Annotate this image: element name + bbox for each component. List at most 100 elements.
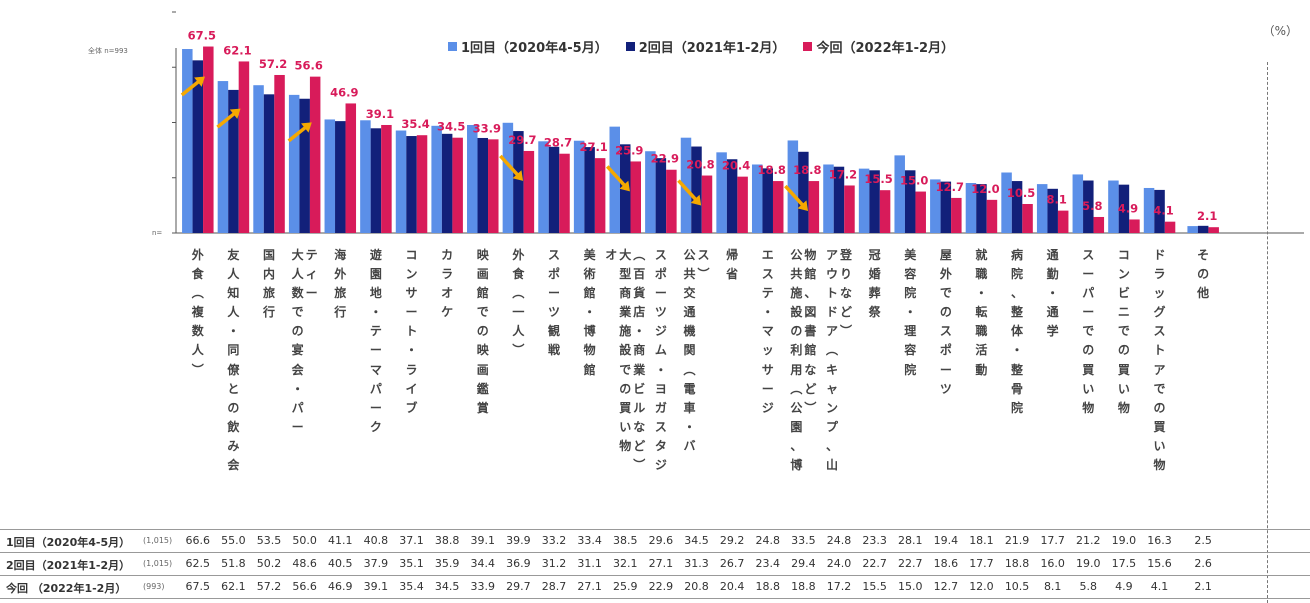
data-label: 67.5 [188,29,216,43]
table-cell: 22.7 [897,557,923,570]
bar-first [894,155,905,233]
table-cell: 53.5 [256,534,282,547]
bar-first [751,164,763,233]
category-label: 物 館 、 図 書 館 な ど ︶ 公 共 施 設 の 利 用 ︵ 公 園 、 博 [781,246,825,475]
category-label-text: 外 食 ︵ 複 数 人 ︶ [191,248,204,377]
bar-second [192,60,204,233]
table-cell: 15.0 [897,580,923,593]
row-label-first: 1回目（2020年4-5月） [6,536,131,549]
data-label: 46.9 [330,85,358,99]
bar-first [573,140,585,233]
table-cell: 62.1 [221,580,246,593]
data-label: 62.1 [223,43,251,57]
total-sample-label: 全体 n=993 [88,47,128,55]
chart-legend: 1回目（2020年4-5月） 2回目（2021年1-2月） 今回（2022年1-… [448,37,954,56]
table-cell: 46.9 [328,580,353,593]
table-cell: 18.8 [755,580,780,593]
category-label-text: 映 画 館 で の 映 画 鑑 賞 [476,248,489,415]
bar-first [182,49,193,233]
table-cell: 8.1 [1043,580,1062,593]
row-n-second: (1,015) [143,559,173,568]
category-label-text: 遊 園 地 ・ テ ー マ パ ー ク [369,248,382,434]
bar-first [858,168,870,233]
category-label: 就 職 ・ 転 職 活 動 [959,246,1003,380]
data-label: 56.6 [294,59,322,73]
table-cell: 31.1 [577,557,602,570]
category-label-text: ス ー パ ー で の 買 い 物 [1082,248,1095,415]
bar-second [441,133,453,233]
increase-arrow-icon [216,108,241,129]
category-label: テ ィ ー大 人 数 で の 宴 会 ・ パ ー [283,246,327,437]
bar-current [1164,221,1176,233]
bar-first [787,140,799,233]
category-label-text: 帰 省 [726,248,739,282]
data-label: 20.8 [686,158,714,172]
table-cell: 16.0 [1040,557,1065,570]
bar-first [1001,172,1012,233]
table-cell: 18.8 [791,580,816,593]
category-label: 海 外 旅 行 [318,246,362,322]
table-cell: 25.9 [613,580,638,593]
table-cell: 27.1 [577,580,602,593]
table-cell: 17.7 [1040,534,1065,547]
data-label: 12.0 [971,182,999,196]
bar-current [772,181,784,233]
table-cell: 28.7 [541,580,567,593]
table-cell: 15.5 [862,580,887,593]
bar-second [798,151,809,233]
bar-current [274,74,285,233]
bar-second [406,136,417,233]
table-cell: 16.3 [1147,534,1172,547]
category-label: エ ス テ ・ マ ッ サ ー ジ [746,246,790,418]
bar-current [737,176,748,233]
table-cell: 50.0 [292,534,317,547]
table-cell: 12.7 [933,580,959,593]
bar-current [594,158,606,233]
bar-current [488,139,499,233]
category-label-text: ︵ 百 貨 店 ・ 商 業 ビ ル な ど ︶ [633,248,646,473]
bar-first [1108,180,1119,233]
bar-current [844,185,855,233]
table-cell: 29.2 [719,534,745,547]
table-cell: 33.2 [541,534,567,547]
bar-current [630,161,641,233]
bar-second [1011,181,1023,233]
bar-second [1083,180,1094,233]
table-cell: 23.3 [862,534,887,547]
data-label: 12.7 [936,180,964,194]
table-cell: 2.6 [1194,557,1212,570]
bar-second [762,168,773,233]
bar-current [238,61,250,234]
category-label: 病 院 、 整 体 ・ 整 骨 院 [995,246,1039,418]
data-label: 18.8 [793,163,821,177]
legend-swatch-first [448,42,457,51]
data-label: 57.2 [259,57,287,71]
category-label: コ ン サ ー ト ・ ラ イ ブ [390,246,434,418]
table-row-current: 今回 （2022年1-2月） (993) [0,575,1310,599]
bar-second [584,147,595,233]
bar-second [691,146,702,233]
bar-second [477,137,489,233]
data-label: 18.8 [758,163,786,177]
unit-label: （%） [1262,24,1298,38]
category-label-text: ド ラ ッ グ ス ト ア で の 買 い 物 [1153,248,1166,473]
bar-first [1072,174,1084,233]
category-label: 国 内 旅 行 [247,246,291,322]
data-label: 35.4 [401,117,429,131]
bar-current [666,169,677,233]
table-cell: 27.1 [648,557,674,570]
category-label-text: 国 内 旅 行 [263,248,276,320]
bar-current [951,197,962,233]
table-cell: 17.2 [826,580,852,593]
bar-current [381,124,392,233]
bar-first [288,94,300,233]
legend-swatch-current [803,42,813,51]
category-label: 屋 外 で の ス ポ ー ツ [924,246,968,399]
table-cell: 35.9 [434,557,460,570]
bar-current [1093,216,1105,233]
table-cell: 34.4 [470,557,496,570]
data-label: 4.1 [1153,204,1173,218]
category-label-text: 公 共 交 通 機 関 ︵ 電 車 ・ バ [683,248,696,453]
category-label-text: 海 外 旅 行 [334,248,347,320]
category-label: 外 食 ︵ 一 人 ︶ [496,246,540,361]
